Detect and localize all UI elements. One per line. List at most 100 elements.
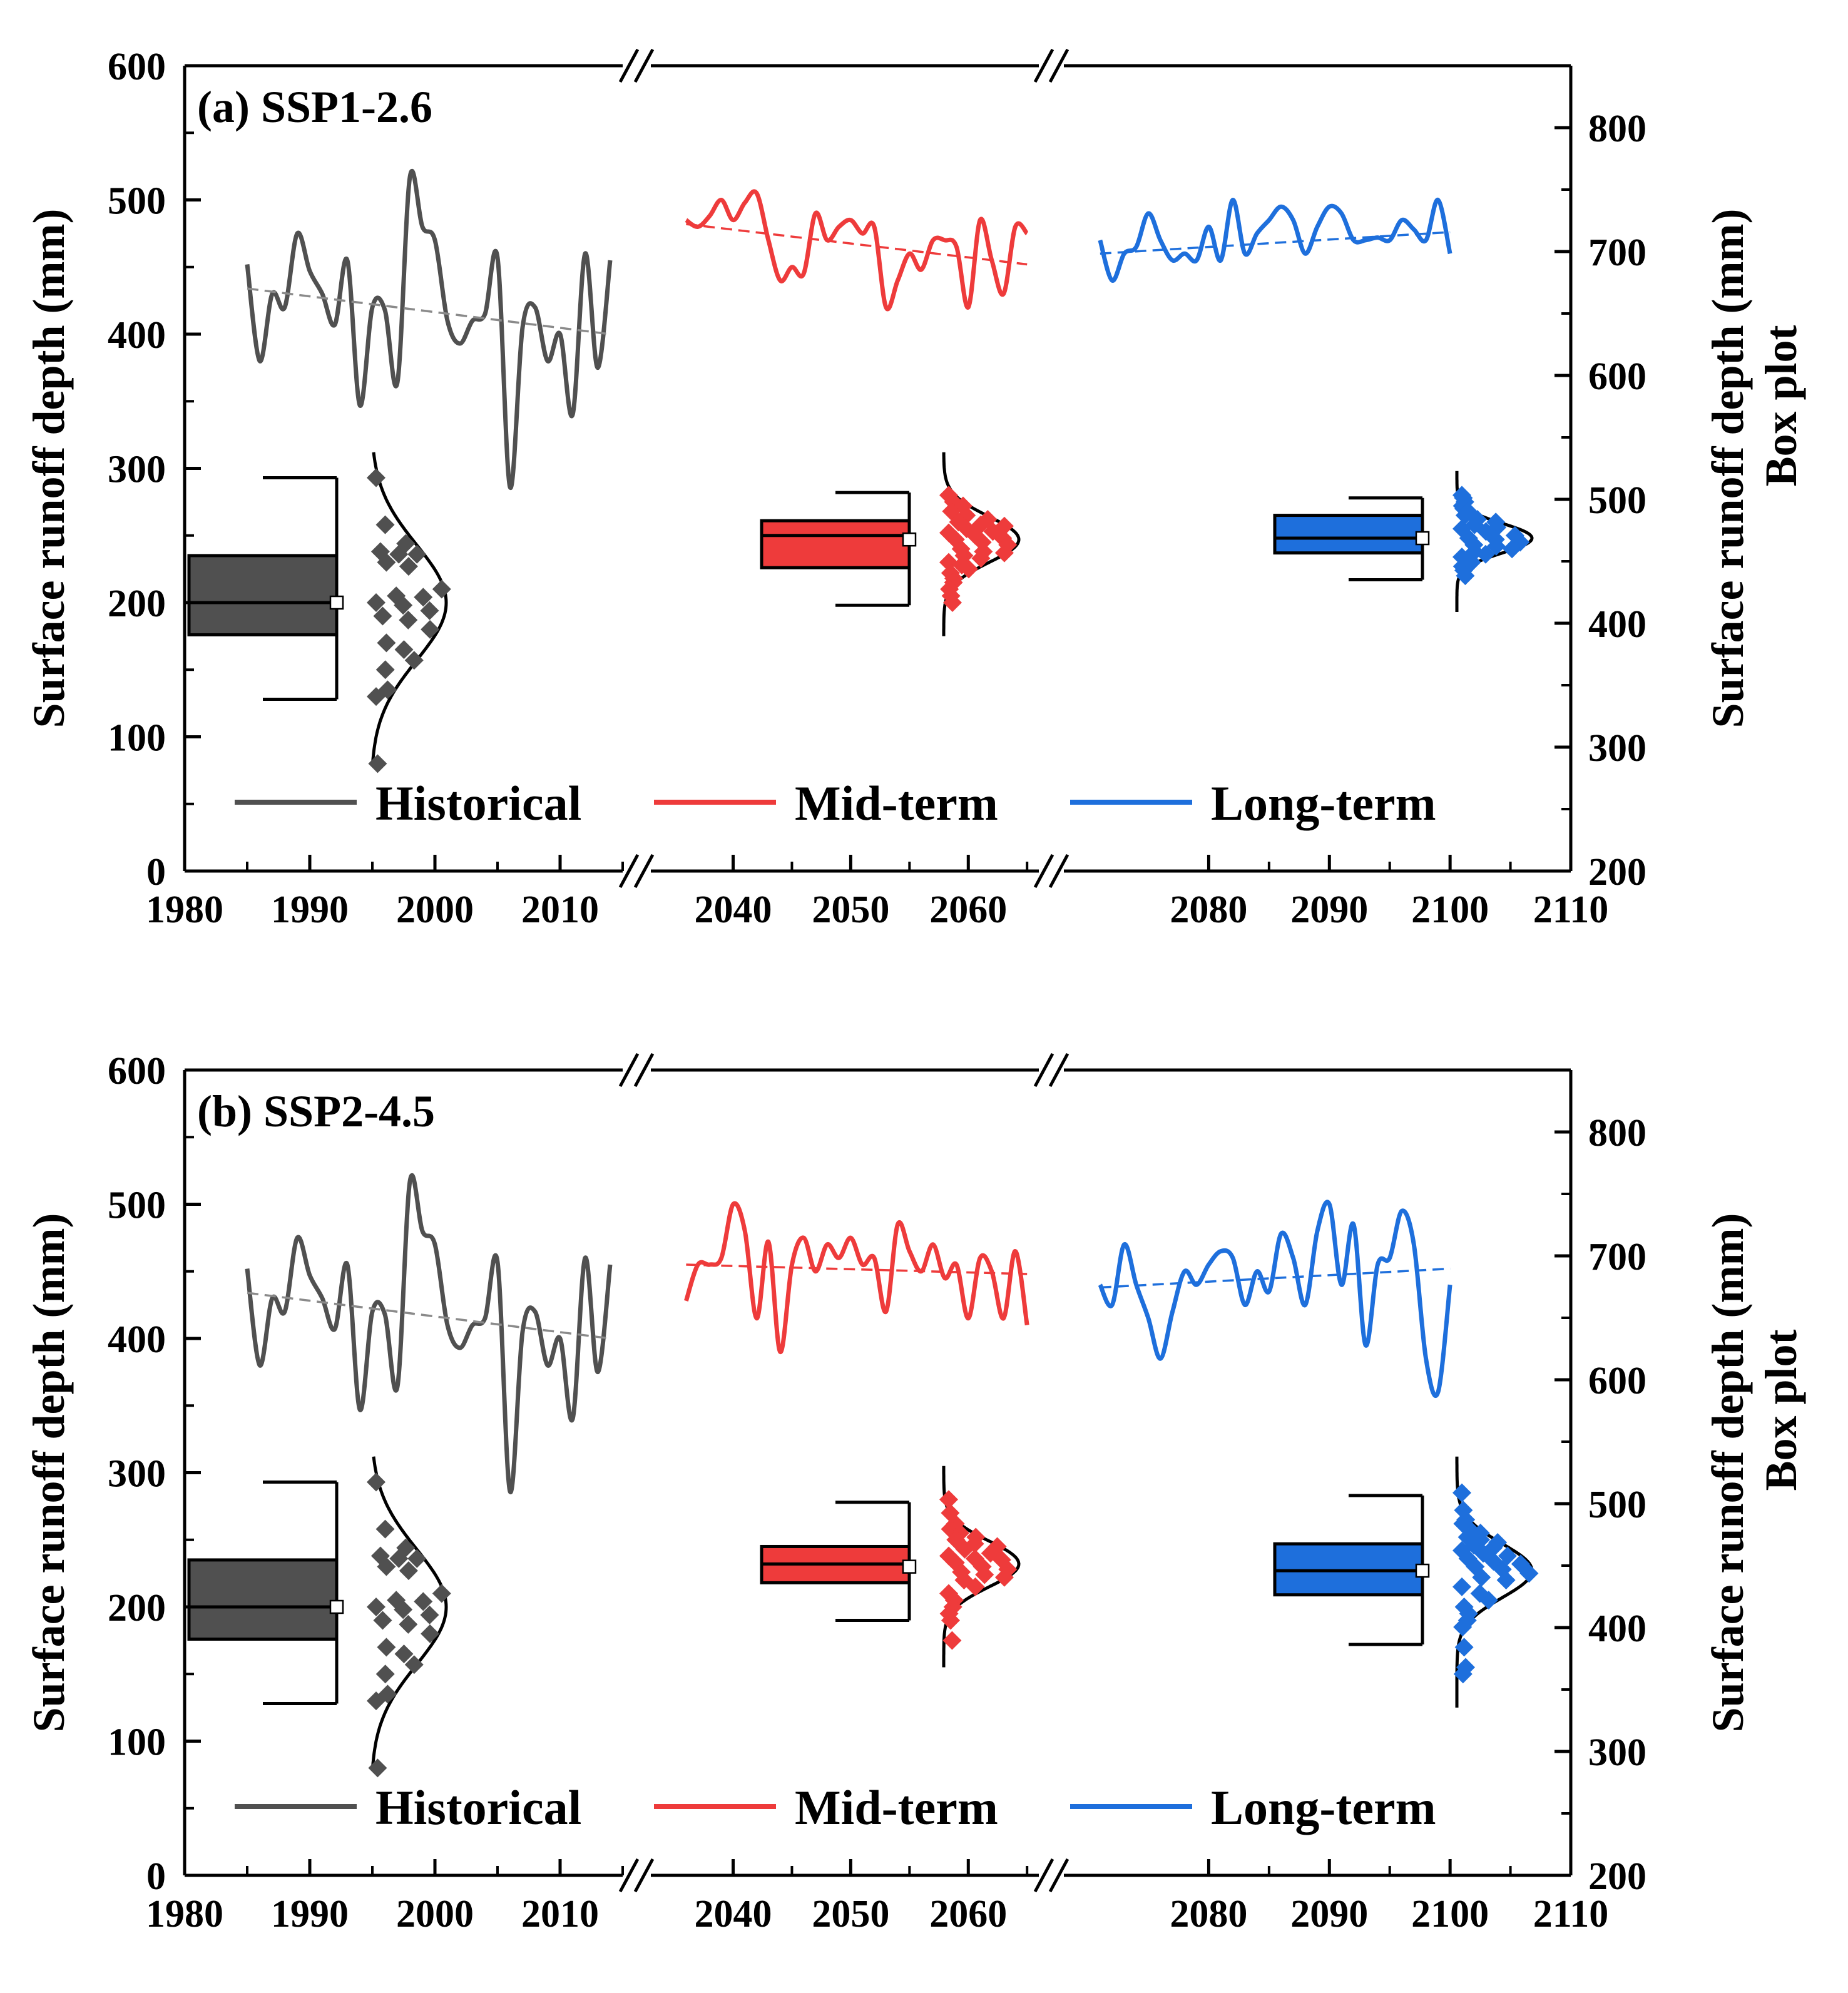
series-line [245,1173,613,1494]
y2-tick-label: 400 [1588,1608,1646,1650]
data-point [368,754,387,773]
series-mid-term [684,1201,1029,1668]
data-point [432,1584,451,1603]
x-tick-label: 2050 [812,1893,889,1935]
box-iqr [760,519,911,569]
data-point [375,515,395,534]
data-point [399,557,418,576]
y-tick-label: 100 [108,717,166,760]
panel-title: (b) SSP2-4.5 [197,1086,435,1136]
axis-break-mark [633,1858,655,1893]
y2-tick-label: 300 [1588,727,1646,770]
x-tick-label: 2080 [1170,1893,1247,1935]
data-point [994,543,1014,563]
trend-line [686,1263,1028,1275]
axis-break-mark [1048,1053,1069,1088]
y2-tick-label: 400 [1588,603,1646,646]
data-point [399,1561,418,1581]
y2-axis-title: Surface runoff depth (mm) [1703,209,1753,728]
data-point [399,610,418,630]
y-tick-label: 400 [108,314,166,357]
y-axis-title: Surface runoff depth (mm) [24,1213,74,1733]
panel-title: (a) SSP1-2.6 [197,82,432,132]
y-axis-title: Surface runoff depth (mm) [24,209,74,728]
y-tick-label: 100 [108,1721,166,1764]
axis-break-mark [1048,1858,1069,1893]
data-point [414,588,433,607]
y2-tick-label: 700 [1588,232,1646,274]
box-iqr [187,1558,339,1641]
data-point [377,1557,396,1576]
normal-curve [942,452,1021,636]
data-point [414,1592,433,1611]
y-tick-label: 400 [108,1318,166,1361]
x-tick-label: 2110 [1533,889,1609,931]
trend-line [247,287,611,335]
series-historical [187,1173,613,1778]
data-point [367,1691,385,1711]
data-point [375,660,395,680]
axis-break-mark [618,1053,640,1088]
data-point [1503,539,1522,559]
box-mean-marker [329,595,344,610]
data-point [941,1611,960,1630]
x-tick-label: 2000 [396,889,474,931]
data-point [1476,544,1495,564]
trend-line [1100,1267,1451,1289]
y-tick-label: 600 [108,1050,166,1093]
data-point [942,1631,962,1650]
x-tick-label: 2040 [695,1893,772,1935]
data-point [943,593,962,612]
y-tick-label: 0 [146,1855,166,1898]
data-point [1453,1664,1473,1684]
box-iqr [1273,514,1424,555]
y2-axis-subtitle: Box plot [1756,325,1806,486]
data-point [1472,1567,1491,1587]
data-point [955,1539,974,1559]
data-point [394,1644,414,1664]
box-mean-marker [902,532,917,547]
x-tick-label: 2080 [1170,889,1247,931]
y2-tick-label: 200 [1588,851,1646,894]
data-point [373,1611,392,1630]
data-point [971,549,991,568]
axis-break-mark [618,48,640,83]
data-point [367,1472,385,1492]
series-line [684,1201,1029,1354]
axis-break-mark [618,1858,640,1893]
x-tick-label: 2060 [929,889,1007,931]
x-tick-label: 1990 [271,1893,349,1935]
normal-curve [370,1456,448,1768]
y-tick-label: 300 [108,449,166,491]
x-tick-label: 2010 [521,1893,599,1935]
y2-tick-label: 300 [1588,1731,1646,1774]
x-tick-label: 2060 [929,1893,1007,1935]
x-tick-label: 2090 [1290,1893,1368,1935]
x-tick-label: 2050 [812,889,889,931]
box-mean-marker [329,1599,344,1614]
data-point [975,1565,994,1584]
data-point [389,544,409,564]
data-point [404,651,424,670]
x-tick-label: 1990 [271,889,349,931]
data-point [432,579,451,599]
data-point [389,1549,409,1568]
x-tick-label: 1980 [146,889,223,931]
data-point [407,1549,427,1568]
axis-break-mark [1033,1053,1054,1088]
data-point [377,1638,396,1657]
data-point [1453,1618,1473,1637]
data-point [375,1664,395,1684]
normal-curve [370,452,448,764]
axis-break-mark [633,854,655,889]
x-tick-label: 2100 [1411,1893,1489,1935]
y-tick-label: 500 [108,180,166,223]
data-point [375,1519,395,1539]
y2-tick-label: 700 [1588,1236,1646,1278]
x-tick-label: 2090 [1290,889,1368,931]
data-point [1479,1591,1498,1610]
series-line [245,168,613,490]
panel-b: 0 100 200 300 400 500 600 200 300 400 500 600 700 800… [24,1050,1806,1935]
y2-tick-label: 200 [1588,1855,1646,1898]
